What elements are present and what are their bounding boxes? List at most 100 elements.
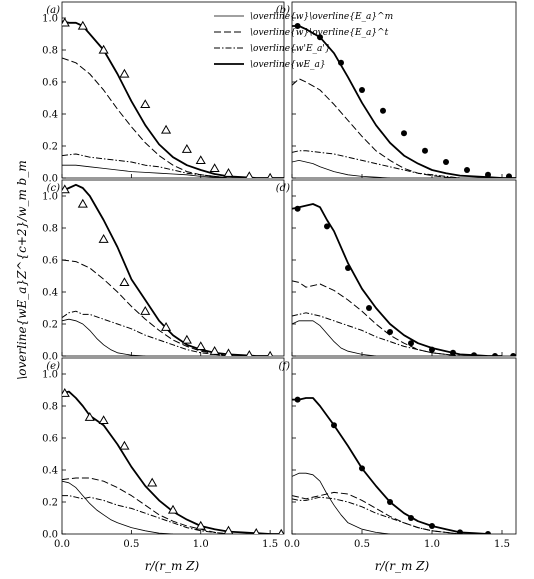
- data-point-triangle: [245, 171, 254, 178]
- data-point-triangle: [245, 349, 253, 356]
- panel-e: (e) 0.0 0.2 0.4 0.6 0.8 1.0 0.0 0.5 1.0 1.5: [42, 357, 285, 550]
- data-point-triangle: [267, 350, 274, 356]
- y-axis-label: \overline{wE_a}Z^{c+2}/w_m b_m: [15, 160, 29, 380]
- data-point-triangle: [209, 163, 220, 173]
- data-point-triangle: [119, 68, 130, 78]
- data-point-circle: [331, 422, 337, 429]
- data-point-circle: [401, 130, 407, 137]
- data-point-triangle: [167, 504, 179, 514]
- data-point-circle: [429, 523, 435, 529]
- y-tick-label: 0.8: [42, 224, 58, 235]
- plot-area: [292, 203, 516, 356]
- panel-label: (c): [47, 183, 61, 194]
- data-point-circle: [345, 265, 351, 271]
- data-point-triangle: [252, 527, 260, 534]
- panel-label: (f): [278, 361, 290, 372]
- data-point-triangle: [77, 20, 88, 30]
- panel-label: (d): [276, 183, 290, 194]
- y-tick-label: 0.2: [42, 320, 58, 331]
- data-point-triangle: [181, 143, 192, 153]
- data-point-circle: [464, 167, 470, 173]
- data-point-circle: [359, 465, 365, 472]
- panels: (a) 0.0 0.2 0.4 0.6 0.8 1.0 \overline{w}\overli…: [42, 1, 517, 550]
- data-point-triangle: [195, 341, 206, 351]
- data-point-triangle: [84, 411, 95, 421]
- plot-area: [62, 17, 284, 178]
- data-point-triangle: [119, 277, 130, 287]
- series-total-line: [62, 390, 284, 534]
- series-turb-line: [62, 57, 229, 178]
- data-point-triangle: [161, 321, 172, 331]
- plot-area: [292, 396, 491, 534]
- data-point-circle: [485, 531, 491, 534]
- data-point-triangle: [161, 124, 172, 134]
- data-point-triangle: [77, 198, 88, 208]
- y-tick-label: 0.6: [42, 78, 58, 89]
- x-tick-label: 0.5: [123, 539, 139, 550]
- data-point-triangle: [278, 528, 284, 534]
- data-point-circle: [506, 173, 512, 178]
- panel-d: (d): [276, 179, 517, 357]
- legend-entry-label: \overline{wE_a}: [250, 60, 326, 70]
- y-tick-label: 0.0: [42, 174, 58, 185]
- series-mean-line: [292, 472, 391, 534]
- data-point-circle: [443, 159, 449, 165]
- panel-frame: [61, 179, 285, 357]
- data-point-triangle: [98, 415, 109, 425]
- y-tick-label: 0.4: [42, 110, 58, 121]
- panel-label: (e): [46, 361, 60, 372]
- series-turb-line: [292, 280, 461, 356]
- data-point-triangle: [62, 17, 70, 27]
- x-tick-label: 0.5: [354, 539, 370, 550]
- x-tick-label: 0.0: [284, 539, 300, 550]
- data-point-circle: [338, 59, 344, 66]
- x-tick-label: 1.5: [494, 539, 510, 550]
- data-point-triangle: [140, 99, 151, 109]
- data-point-circle: [457, 529, 463, 534]
- series-flux-line: [292, 496, 461, 534]
- series-mean-line: [62, 318, 146, 356]
- data-point-circle: [492, 353, 498, 356]
- panel-c: (c) 0.0 0.2 0.4 0.6 0.8 1.0: [42, 179, 285, 363]
- x-tick-label: 1.0: [193, 539, 209, 550]
- data-point-circle: [294, 396, 301, 403]
- panel-f: (f) 0.0 0.5 1.0 1.5: [278, 357, 517, 550]
- series-total-line: [292, 397, 489, 534]
- data-point-circle: [317, 34, 323, 41]
- panel-frame: [291, 179, 517, 357]
- y-tick-label: 0.8: [42, 402, 58, 413]
- legend-entry-label: \overline{w}\overline{E_a}^t: [250, 28, 389, 38]
- series-mean-line: [62, 480, 174, 534]
- legend-entry-label: \overline{w'E_a'}: [250, 44, 331, 54]
- data-point-triangle: [267, 172, 274, 178]
- data-point-triangle: [62, 184, 70, 194]
- plot-area: [62, 183, 274, 356]
- series-total-line: [292, 203, 502, 356]
- y-tick-label: 0.0: [42, 352, 58, 363]
- x-tick-label: 1.0: [424, 539, 440, 550]
- data-point-triangle: [223, 525, 234, 534]
- series-flux-line: [292, 150, 461, 178]
- series-turb-line: [292, 78, 461, 178]
- x-axis-label-right: r/(r_m Z): [375, 559, 430, 573]
- data-point-circle: [294, 205, 301, 212]
- x-tick-label: 1.5: [262, 539, 278, 550]
- data-point-triangle: [119, 440, 130, 450]
- data-point-circle: [366, 305, 372, 311]
- panel-frame: [291, 1, 517, 179]
- data-point-circle: [510, 353, 516, 356]
- data-point-circle: [387, 329, 393, 335]
- plot-area: [292, 23, 516, 178]
- series-flux-line: [62, 495, 229, 534]
- series-mean-line: [292, 320, 377, 356]
- data-point-circle: [408, 340, 414, 347]
- legend-entry-label: \overline{w}\overline{E_a}^m: [250, 12, 393, 22]
- plot-area: [62, 387, 284, 534]
- y-tick-label: 0.4: [42, 466, 58, 477]
- data-point-triangle: [195, 520, 206, 530]
- data-point-circle: [324, 223, 330, 230]
- y-tick-label: 1.0: [42, 14, 58, 25]
- data-point-triangle: [181, 334, 192, 344]
- series-flux-line: [292, 312, 461, 356]
